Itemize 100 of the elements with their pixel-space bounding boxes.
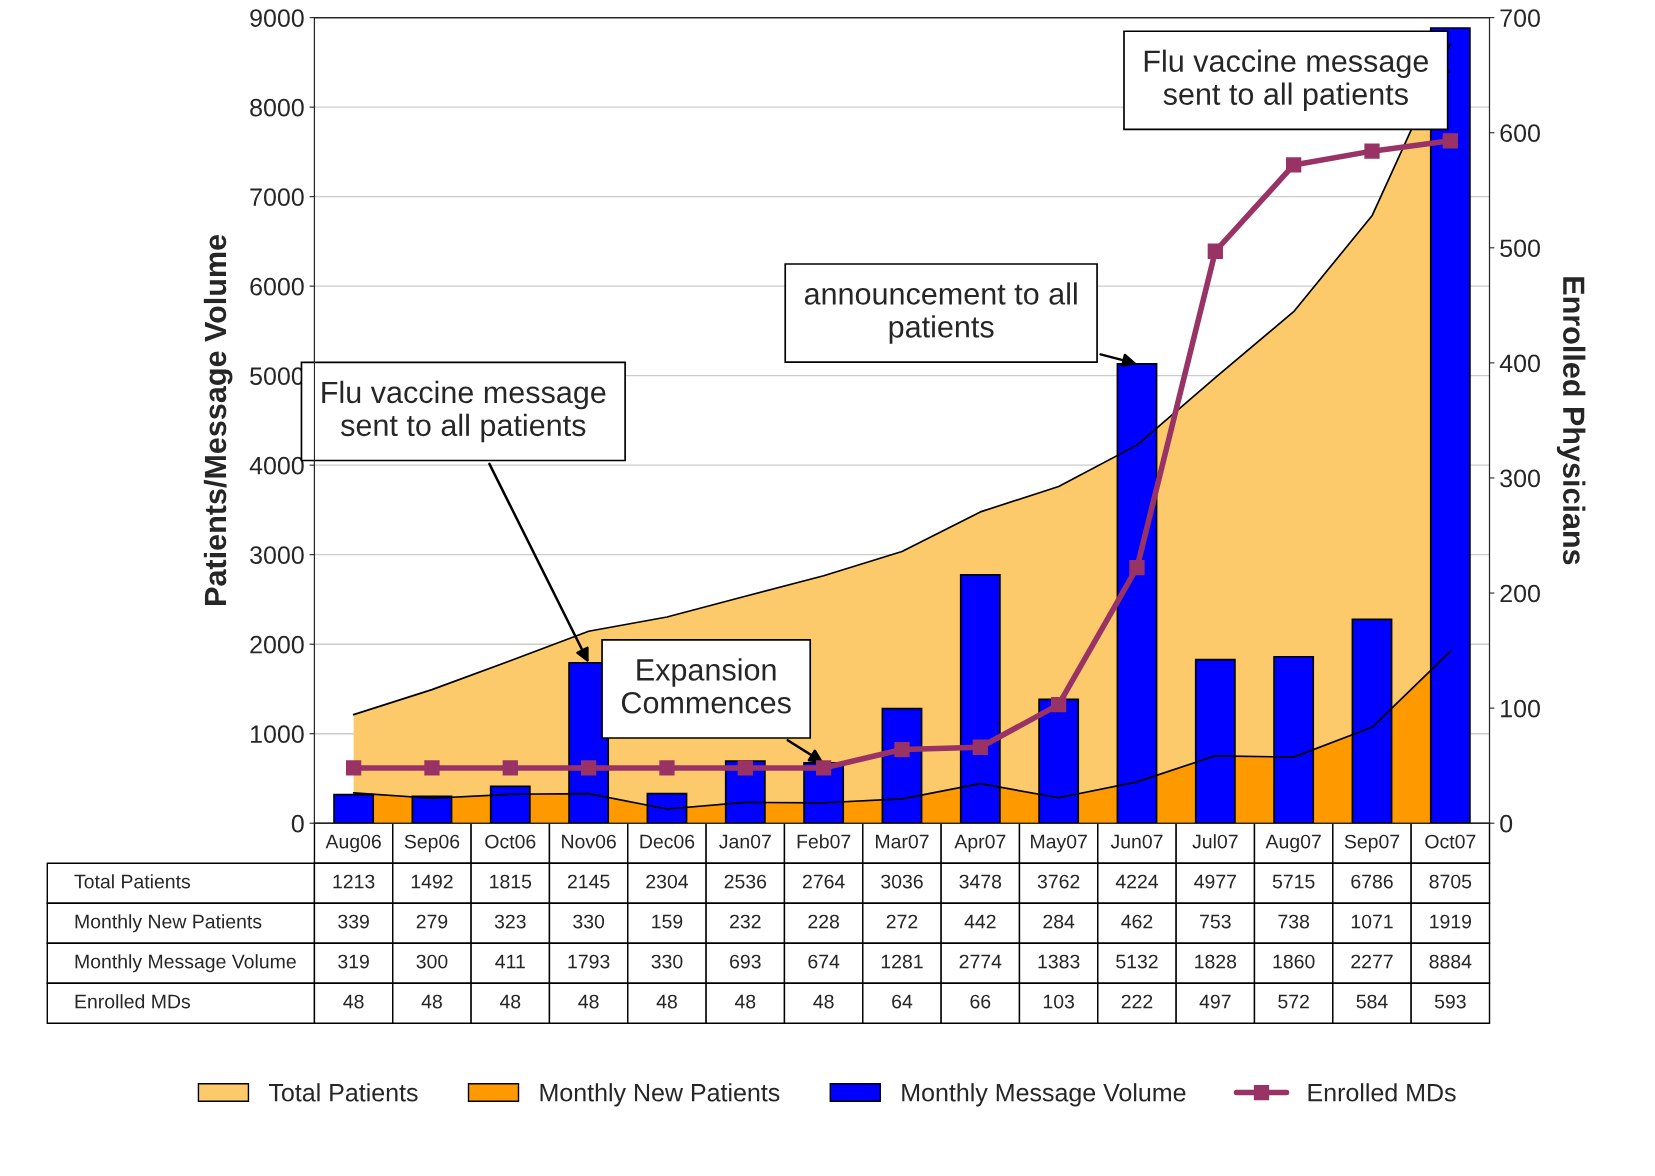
x-tick-label: Jul07	[1192, 834, 1238, 849]
y2-tick-label: 300	[1500, 469, 1540, 488]
annotation: Flu vaccine message sent to all patients	[1144, 49, 1428, 111]
data-label: 330	[573, 914, 605, 929]
data-label: 3036	[881, 874, 923, 889]
point	[1051, 697, 1067, 713]
data-label: 222	[1121, 994, 1153, 1009]
data-label: 738	[1278, 914, 1310, 929]
data-label: 66	[970, 994, 991, 1009]
legend-label: Monthly Message Volume	[902, 1083, 1186, 1107]
point	[1442, 133, 1458, 149]
data-label: 3762	[1037, 874, 1080, 889]
y-tick-label: 6000	[250, 277, 304, 296]
data-label: 48	[734, 994, 756, 1009]
data-label: 6786	[1351, 874, 1393, 889]
data-label: 1213	[333, 874, 375, 889]
data-label: 2145	[567, 874, 610, 889]
data-label: 462	[1121, 914, 1153, 929]
data-label: 232	[730, 914, 761, 929]
data-label: 64	[892, 994, 913, 1009]
point	[659, 760, 675, 776]
data-label: 572	[1278, 994, 1309, 1009]
data-label: 103	[1043, 994, 1075, 1009]
x-tick-label: Jan07	[719, 834, 771, 849]
data-label: 300	[416, 954, 448, 969]
data-label: 284	[1043, 914, 1075, 929]
data-label: 3478	[959, 874, 1002, 889]
point	[345, 760, 362, 776]
text: Enrolled MDs	[75, 994, 191, 1009]
data-label: 8884	[1429, 954, 1472, 969]
data-label: 1281	[881, 954, 923, 969]
y2-tick-label: 200	[1500, 584, 1540, 603]
y-tick-label: 7000	[250, 188, 304, 206]
x-tick-label: Aug06	[325, 834, 381, 853]
data-label: 1919	[1430, 914, 1472, 929]
data-label: 2764	[802, 874, 845, 889]
x-tick-label: Aug07	[1265, 834, 1321, 853]
x-tick-label: Oct06	[485, 834, 536, 849]
point	[1129, 560, 1145, 576]
text: Monthly New Patients	[75, 914, 262, 933]
y2-tick-label: 100	[1501, 699, 1540, 718]
x-tick-label: Apr07	[954, 834, 1006, 853]
data-label: 2277	[1351, 954, 1393, 969]
data-label: 674	[808, 954, 840, 969]
x-tick-label: Jun07	[1110, 834, 1163, 849]
data-label: 330	[651, 954, 683, 969]
data-label: 159	[652, 914, 683, 929]
text: Monthly Message Volume	[75, 954, 296, 973]
data-label: 1860	[1273, 954, 1315, 969]
y-tick-label: 1000	[251, 725, 304, 743]
data-label: 411	[495, 954, 525, 969]
data-label: 2304	[646, 874, 689, 889]
y-tick-label: 2000	[250, 635, 304, 654]
y-tick-label: 9000	[250, 9, 304, 27]
y2-tick-label: 600	[1500, 124, 1540, 143]
data-label: 2774	[959, 954, 1002, 969]
x-tick-label: Sep07	[1344, 834, 1400, 853]
legend-label: Enrolled MDs	[1308, 1083, 1456, 1102]
y2-tick-label: 400	[1499, 354, 1540, 373]
x-tick-label: Mar07	[876, 834, 929, 849]
x-tick-label: Nov06	[562, 834, 616, 849]
annotation: announcement to all patients	[804, 282, 1077, 344]
x-tick-label: Sep06	[404, 834, 460, 853]
y-tick-label: 4000	[249, 456, 304, 475]
x-tick-label: May07	[1031, 834, 1087, 853]
y2-tick-label: 700	[1500, 9, 1540, 27]
data-label: 48	[499, 994, 521, 1009]
data-label: 593	[1434, 994, 1466, 1009]
data-label: 1383	[1038, 954, 1080, 969]
data-label: 1492	[411, 874, 453, 889]
data-label: 5132	[1116, 954, 1158, 969]
point	[894, 741, 910, 758]
point	[1364, 143, 1380, 159]
data-label: 48	[813, 994, 834, 1009]
data-label: 584	[1356, 994, 1388, 1009]
point	[815, 760, 832, 776]
y-tick-label: 8000	[250, 98, 304, 117]
data-label: 1828	[1195, 954, 1237, 969]
point	[972, 739, 988, 755]
data-label: 753	[1200, 914, 1231, 929]
legend-label: Total Patients	[269, 1083, 418, 1102]
data-label: 48	[343, 994, 364, 1009]
point	[502, 760, 518, 776]
data-label: 323	[494, 914, 526, 929]
data-label: 48	[656, 994, 677, 1009]
data-label: 693	[730, 954, 761, 969]
data-label: 48	[578, 994, 599, 1009]
y-axis-title: Patients/Message Volume	[203, 234, 233, 605]
text: Total Patients	[74, 874, 191, 889]
data-label: 48	[421, 994, 442, 1009]
data-label: 8705	[1429, 874, 1472, 889]
y-tick-label: 3000	[250, 546, 304, 564]
data-label: 442	[964, 914, 996, 929]
data-label: 228	[808, 914, 840, 929]
data-label: 1793	[568, 954, 610, 969]
data-label: 1815	[490, 874, 532, 889]
data-label: 272	[886, 914, 918, 929]
x-tick-label: Oct07	[1425, 834, 1476, 849]
data-label: 4977	[1194, 874, 1236, 889]
data-label: 2536	[724, 874, 767, 889]
